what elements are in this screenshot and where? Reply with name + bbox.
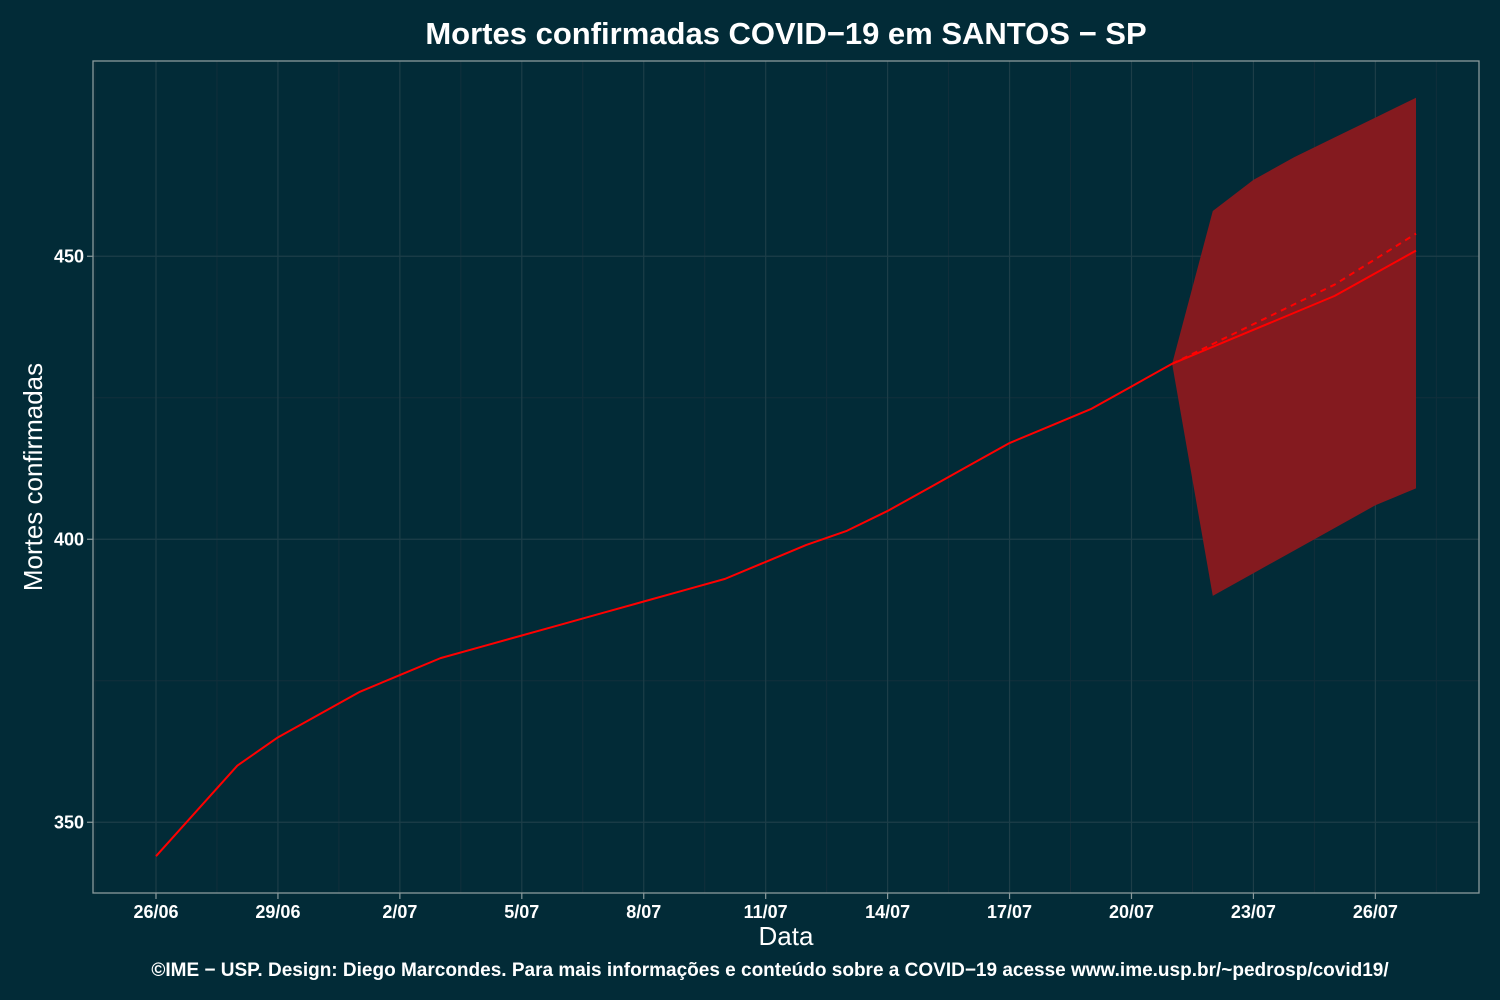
chart-title: Mortes confirmadas COVID−19 em SANTOS − … — [425, 16, 1146, 51]
x-axis-ticks: 26/06 29/06 2/07 5/07 8/07 11/07 14/07 17/07 20/… — [133, 893, 1398, 922]
x-tick-label: 23/07 — [1231, 902, 1276, 922]
y-tick-label: 450 — [54, 246, 84, 266]
chart-caption: ©IME − USP. Design: Diego Marcondes. Par… — [151, 960, 1389, 981]
y-tick-label: 400 — [54, 529, 84, 549]
x-tick-label: 26/06 — [133, 902, 178, 922]
x-tick-label: 14/07 — [865, 902, 910, 922]
x-axis-title: Data — [759, 921, 814, 951]
x-tick-label: 17/07 — [987, 902, 1032, 922]
y-tick-label: 350 — [54, 812, 84, 832]
y-axis-title: Mortes confirmadas — [18, 363, 48, 591]
forecast-solid-line — [1171, 249, 1417, 365]
x-tick-label: 20/07 — [1109, 902, 1154, 922]
x-tick-label: 8/07 — [626, 902, 661, 922]
observed-deaths-line — [155, 362, 1173, 857]
x-tick-label: 29/06 — [255, 902, 300, 922]
y-axis-ticks: 350 400 450 — [54, 246, 93, 832]
series-lines — [155, 232, 1417, 857]
forecast-dashed-line — [1171, 232, 1417, 365]
forecast-interval-area — [1172, 97, 1416, 596]
x-tick-label: 11/07 — [744, 902, 788, 922]
forecast-interval-band — [1172, 97, 1416, 596]
x-tick-label: 2/07 — [382, 902, 417, 922]
plot-frame — [92, 60, 1480, 894]
x-tick-label: 5/07 — [504, 902, 539, 922]
x-tick-label: 26/07 — [1353, 902, 1398, 922]
